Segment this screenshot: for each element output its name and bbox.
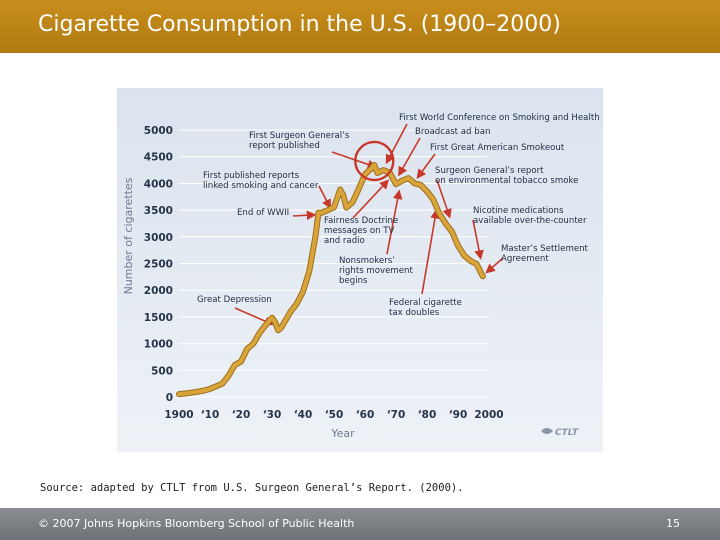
x-tick-label: ‘80 bbox=[418, 409, 437, 421]
y-tick-label: 3500 bbox=[144, 205, 173, 217]
y-tick-label: 3000 bbox=[144, 232, 173, 244]
x-tick-label: 1900 bbox=[164, 409, 193, 421]
annotation-label: Nonsmokers’ rights movement begins bbox=[339, 256, 414, 286]
title-bar: Cigarette Consumption in the U.S. (1900–… bbox=[0, 0, 720, 53]
ctlt-logo-text: CTLT bbox=[555, 428, 579, 438]
annotation-arrow bbox=[386, 189, 403, 255]
x-tick-label: ‘40 bbox=[294, 409, 313, 421]
x-tick-label: ‘10 bbox=[201, 409, 220, 421]
annotation-label: Great Depression bbox=[197, 295, 272, 305]
annotation-label: First published reports linked smoking an… bbox=[203, 171, 319, 191]
annotation-label: End of WWII bbox=[237, 208, 289, 218]
annotation-arrow bbox=[318, 185, 331, 210]
annotation-label: First World Conference on Smoking and He… bbox=[399, 113, 600, 123]
annotation-label: Master’s Settlement Agreement bbox=[501, 244, 589, 264]
annotation-label: Federal cigarette tax doubles bbox=[389, 298, 462, 318]
chart-panel: 0 500 1000 1500 2000 2500 3000 3500 4000 4500 5000… bbox=[117, 88, 603, 452]
y-tick-label: 5000 bbox=[144, 125, 173, 137]
copyright-text: © 2007 Johns Hopkins Bloomberg School of… bbox=[38, 517, 355, 530]
x-tick-label: 2000 bbox=[474, 409, 503, 421]
x-axis-label: Year bbox=[330, 427, 355, 440]
annotation-label: Broadcast ad ban bbox=[415, 127, 490, 137]
peak-highlight-circle bbox=[354, 140, 395, 182]
y-tick-label: 2500 bbox=[144, 259, 173, 271]
y-tick-label: 1000 bbox=[144, 339, 173, 351]
annotation-arrow bbox=[385, 123, 408, 165]
y-tick-label: 4500 bbox=[144, 152, 173, 164]
x-tick-label: ‘60 bbox=[356, 409, 375, 421]
ctlt-logo: CTLT bbox=[541, 428, 579, 438]
y-tick-label: 0 bbox=[166, 392, 173, 404]
y-tick-label: 1500 bbox=[144, 312, 173, 324]
page-number: 15 bbox=[666, 517, 680, 530]
y-axis-label: Number of cigarettes bbox=[122, 177, 135, 294]
consumption-chart: 0 500 1000 1500 2000 2500 3000 3500 4000 4500 5000… bbox=[117, 88, 603, 452]
annotation-label: First Surgeon General’s report published bbox=[249, 131, 350, 151]
consumption-line bbox=[177, 163, 485, 397]
annotation-arrow bbox=[472, 219, 484, 260]
y-tick-label: 2000 bbox=[144, 285, 173, 297]
page-title: Cigarette Consumption in the U.S. (1900–… bbox=[38, 12, 561, 37]
annotation-arrow bbox=[485, 257, 504, 274]
x-tick-label: ‘50 bbox=[325, 409, 344, 421]
x-tick-label: ‘90 bbox=[449, 409, 468, 421]
annotation-arrow bbox=[331, 151, 378, 170]
source-note: Source: adapted by CTLT from U.S. Surgeo… bbox=[40, 482, 464, 494]
x-tick-label: ‘20 bbox=[232, 409, 251, 421]
annotation-arrow bbox=[292, 210, 317, 221]
annotation-label: Surgeon General’s report on environmental… bbox=[435, 166, 578, 186]
x-tick-label: ‘70 bbox=[387, 409, 406, 421]
x-tick-label: ‘30 bbox=[263, 409, 282, 421]
annotation-label: First Great American Smokeout bbox=[430, 143, 565, 153]
annotation-arrow bbox=[352, 179, 390, 219]
annotation-arrow bbox=[436, 179, 452, 219]
annotation-arrow bbox=[398, 137, 421, 177]
y-tick-label: 500 bbox=[151, 365, 173, 377]
annotation-arrow bbox=[416, 153, 436, 179]
y-tick-label: 4000 bbox=[144, 178, 173, 190]
annotation-arrow bbox=[421, 208, 440, 295]
annotation-label: Nicotine medications available over-the-c… bbox=[473, 206, 587, 226]
footer-bar: © 2007 Johns Hopkins Bloomberg School of… bbox=[0, 508, 720, 540]
annotation-label: Fairness Doctrine messages on TV and radio bbox=[324, 216, 398, 246]
